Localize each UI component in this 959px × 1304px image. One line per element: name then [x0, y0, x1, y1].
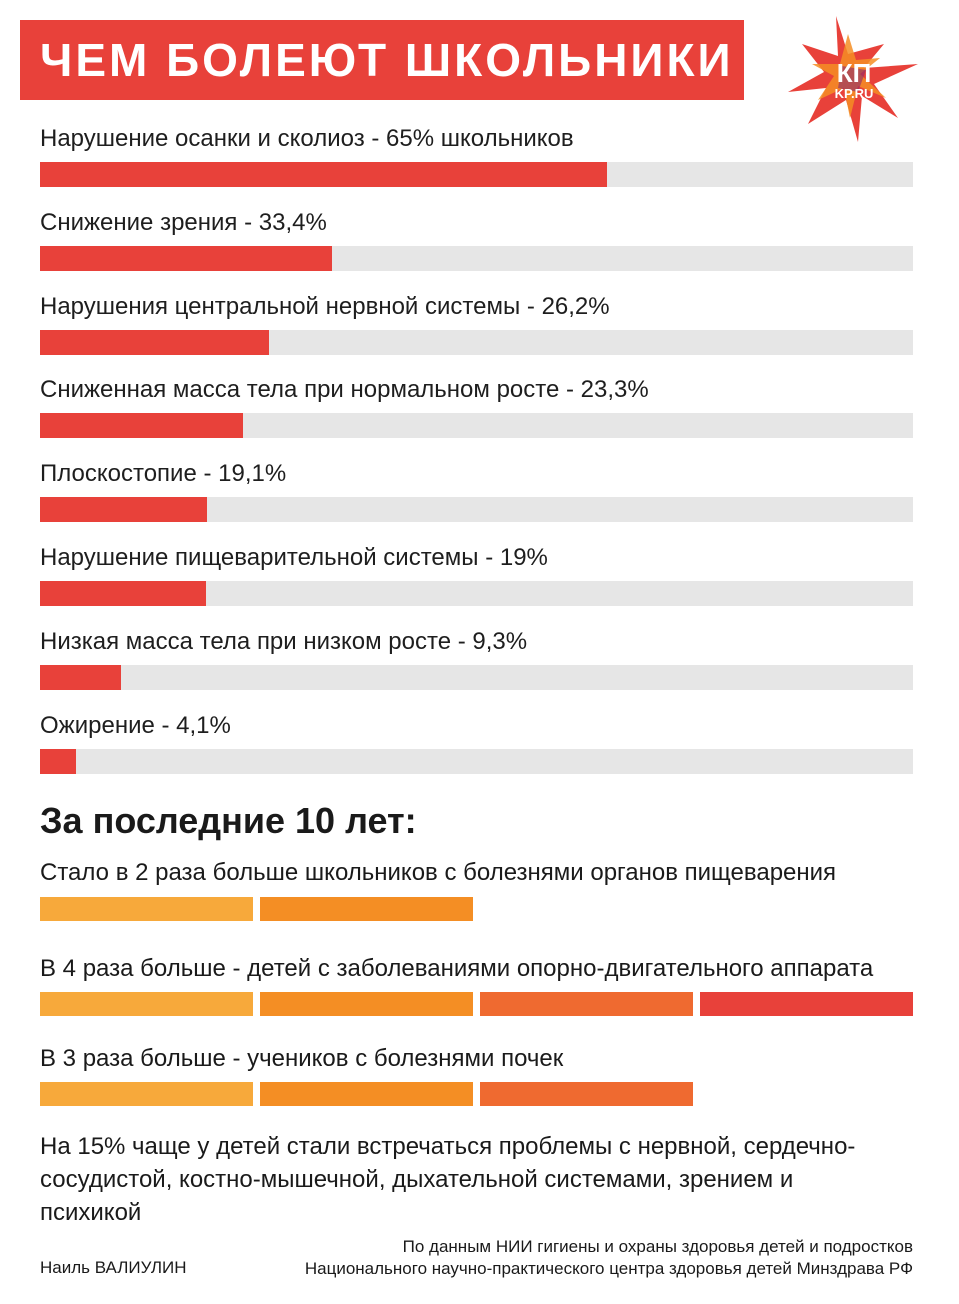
- bar: [40, 245, 332, 271]
- bar: [40, 497, 207, 523]
- source-line-1: По данным НИИ гигиены и охраны здоровья …: [402, 1237, 913, 1256]
- source-credit: По данным НИИ гигиены и охраны здоровья …: [305, 1236, 913, 1280]
- bar: [40, 413, 243, 439]
- trend-segment: [480, 992, 693, 1016]
- author-credit: Наиль ВАЛИУЛИН: [40, 1258, 187, 1277]
- bar-track: [40, 162, 913, 187]
- bar: [40, 748, 76, 774]
- bar-label: Нарушение пищеварительной системы - 19%: [40, 544, 548, 571]
- trend-label-digestive: Стало в 2 раза больше школьников с болез…: [40, 859, 837, 886]
- bar-label: Ожирение - 4,1%: [40, 711, 231, 739]
- kp-logo-icon: КП KP.RU: [788, 16, 918, 142]
- bar-track: [40, 664, 913, 690]
- title-banner: ЧЕМ БОЛЕЮТ ШКОЛЬНИКИ: [20, 20, 744, 100]
- bar-label: Сниженная масса тела при нормальном рост…: [40, 376, 649, 404]
- trend-segment: [480, 1082, 693, 1106]
- bar-track: [40, 748, 913, 774]
- trend-label-musculoskeletal: В 4 раза больше - детей с заболеваниями …: [40, 955, 874, 982]
- trend-segment: [40, 897, 253, 921]
- trend-segment: [260, 1082, 473, 1106]
- bar-track: [40, 413, 913, 439]
- summary-note: На 15% чаще у детей стали встречаться пр…: [40, 1133, 856, 1226]
- trend-segment: [40, 992, 253, 1016]
- bar-track: [40, 581, 913, 606]
- bar-track: [40, 497, 913, 523]
- bar: [40, 329, 269, 355]
- bar-label: Низкая масса тела при низком росте - 9,3…: [40, 627, 528, 655]
- trend-segments-musculoskeletal: [40, 992, 913, 1016]
- bar: [40, 664, 121, 690]
- bar-label: Нарушения центральной нервной системы - …: [40, 292, 610, 320]
- trend-segment: [260, 992, 473, 1016]
- page-title: ЧЕМ БОЛЕЮТ ШКОЛЬНИКИ: [40, 34, 734, 86]
- source-line-2: Национального научно-практического центр…: [304, 1259, 913, 1278]
- bar: [40, 581, 206, 606]
- logo-text-kp: КП: [837, 58, 872, 88]
- bar-label: Снижение зрения - 33,4%: [40, 208, 327, 236]
- trend-segment: [700, 992, 913, 1016]
- trend-segments-digestive: [40, 897, 913, 921]
- trend-segment: [40, 1082, 253, 1106]
- trend-label-kidney: В 3 раза больше - учеников с болезнями п…: [40, 1045, 564, 1072]
- bar-label: Нарушение осанки и сколиоз - 65% школьни…: [40, 125, 574, 152]
- bar-label: Плоскостопие - 19,1%: [40, 460, 287, 488]
- logo-text-kpru: KP.RU: [835, 86, 874, 101]
- trends-heading: За последние 10 лет:: [40, 800, 417, 841]
- trend-segment: [260, 897, 473, 921]
- trend-segments-kidney: [40, 1082, 913, 1106]
- bar-track: [40, 245, 913, 271]
- bar-track: [40, 329, 913, 355]
- disease-bar-chart: Нарушение осанки и сколиоз - 65% школьни…: [40, 125, 913, 774]
- bar: [40, 162, 607, 187]
